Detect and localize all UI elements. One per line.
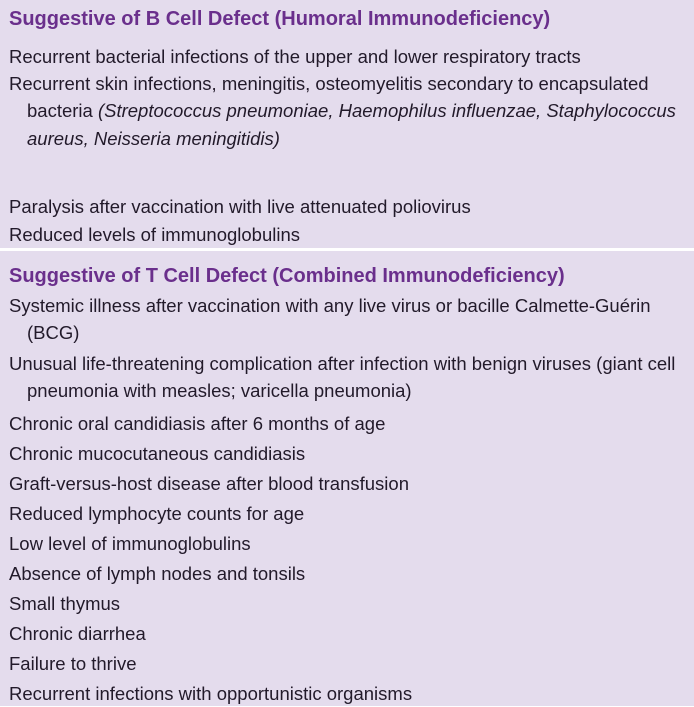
t-cell-item: Absence of lymph nodes and tonsils <box>9 563 306 584</box>
t-cell-heading: Suggestive of T Cell Defect (Combined Im… <box>9 265 565 287</box>
b-cell-item: Recurrent skin infections, meningitis, o… <box>9 70 682 152</box>
t-cell-item: Chronic diarrhea <box>9 623 146 644</box>
b-cell-item: Recurrent bacterial infections of the up… <box>9 46 581 67</box>
t-cell-item: Chronic mucocutaneous candidiasis <box>9 443 306 464</box>
b-cell-item-text: Recurrent skin infections, meningitis, o… <box>9 73 649 122</box>
t-cell-item: Graft-versus-host disease after blood tr… <box>9 473 409 494</box>
t-cell-item: Unusual life-threatening complication af… <box>9 353 676 402</box>
t-cell-item: Reduced lymphocyte counts for age <box>9 503 305 524</box>
b-cell-item: Paralysis after vaccination with live at… <box>9 196 471 217</box>
t-cell-item: Recurrent infections with opportunistic … <box>9 683 413 704</box>
t-cell-item: Low level of immunoglobulins <box>9 533 251 554</box>
b-cell-item-italic: (Streptococcus pneumoniae, Haemophilus i… <box>27 100 676 149</box>
t-cell-item: Chronic oral candidiasis after 6 months … <box>9 413 386 434</box>
b-cell-item: Reduced levels of immunoglobulins <box>9 224 301 245</box>
t-cell-item: Systemic illness after vaccination with … <box>9 295 651 344</box>
section-divider <box>0 248 694 251</box>
b-cell-heading: Suggestive of B Cell Defect (Humoral Imm… <box>9 8 551 30</box>
t-cell-item: Small thymus <box>9 593 121 614</box>
t-cell-item: Failure to thrive <box>9 653 137 674</box>
